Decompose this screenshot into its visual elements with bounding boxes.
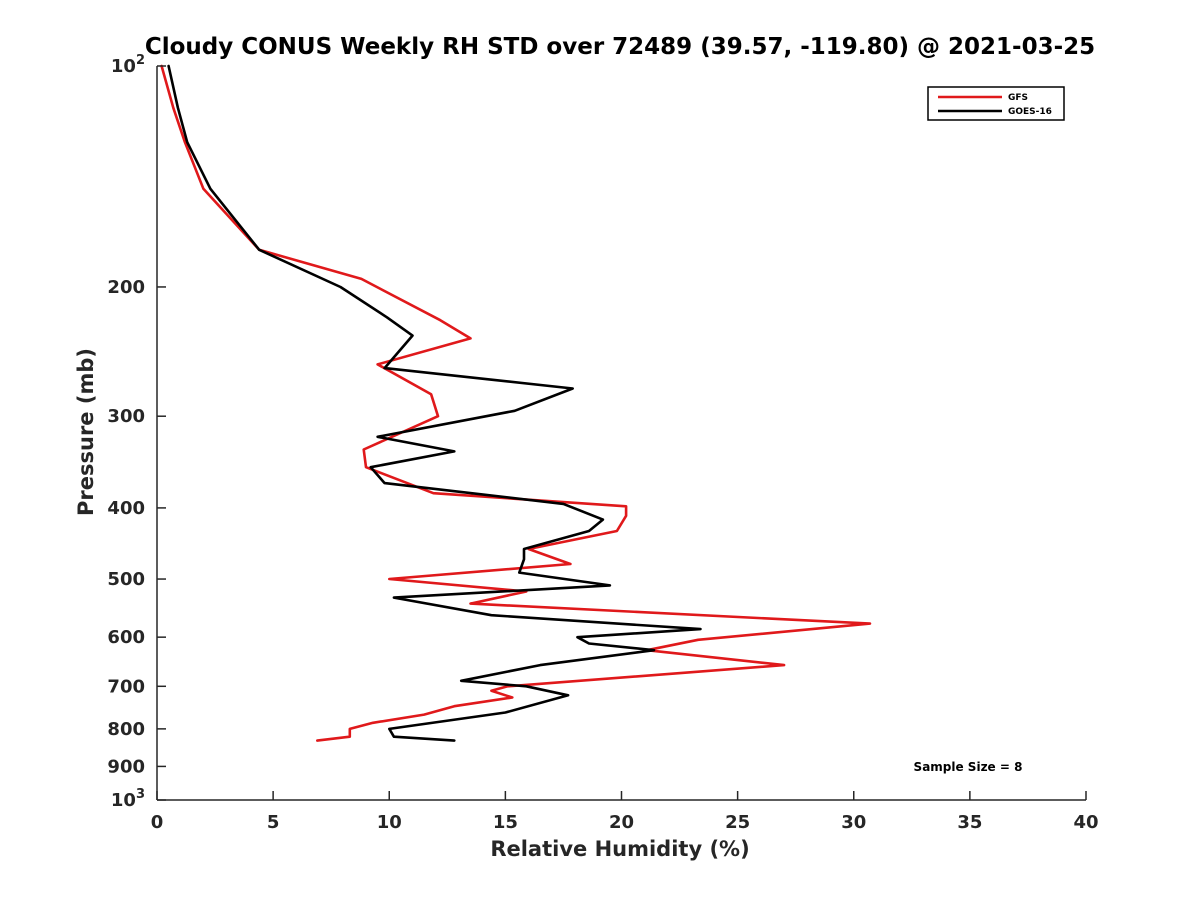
x-tick-label: 10 [377,812,402,833]
series-line-gfs [160,64,872,742]
x-axis-label: Relative Humidity (%) [490,837,749,861]
legend-label-goes16: GOES-16 [1008,107,1052,117]
x-tick-label: 25 [725,812,750,833]
legend-box [927,86,1065,121]
y-tick-label: 700 [107,676,145,697]
x-tick-label: 40 [1073,812,1098,833]
y-tick-label: 102 [111,53,145,77]
y-tick-label: 500 [107,569,145,590]
x-tick-label: 35 [957,812,982,833]
legend-label-gfs: GFS [1008,93,1028,103]
y-axis-label: Pressure (mb) [74,348,98,516]
x-tick-label: 5 [267,812,280,833]
x-tick-label: 30 [841,812,866,833]
series-layer [160,64,872,742]
y-tick-label: 600 [107,627,145,648]
y-tick-label: 300 [107,406,145,427]
sample-size-annotation: Sample Size = 8 [914,760,1023,774]
y-tick-label: 400 [107,498,145,519]
x-tick-label: 15 [493,812,518,833]
x-tick-label: 20 [609,812,634,833]
y-tick-label: 103 [111,787,145,811]
x-tick-label: 0 [151,812,164,833]
legend: GFS GOES-16 [927,86,1065,121]
y-tick-label: 200 [107,277,145,298]
series-line-goes-16 [167,64,702,742]
chart-title: Cloudy CONUS Weekly RH STD over 72489 (3… [145,34,1095,60]
axes-layer: 0 5 10 15 20 25 30 35 40 102 200 300 400 500 600 700 800… [107,53,1098,833]
y-tick-label: 900 [107,756,145,777]
y-tick-label: 800 [107,719,145,740]
